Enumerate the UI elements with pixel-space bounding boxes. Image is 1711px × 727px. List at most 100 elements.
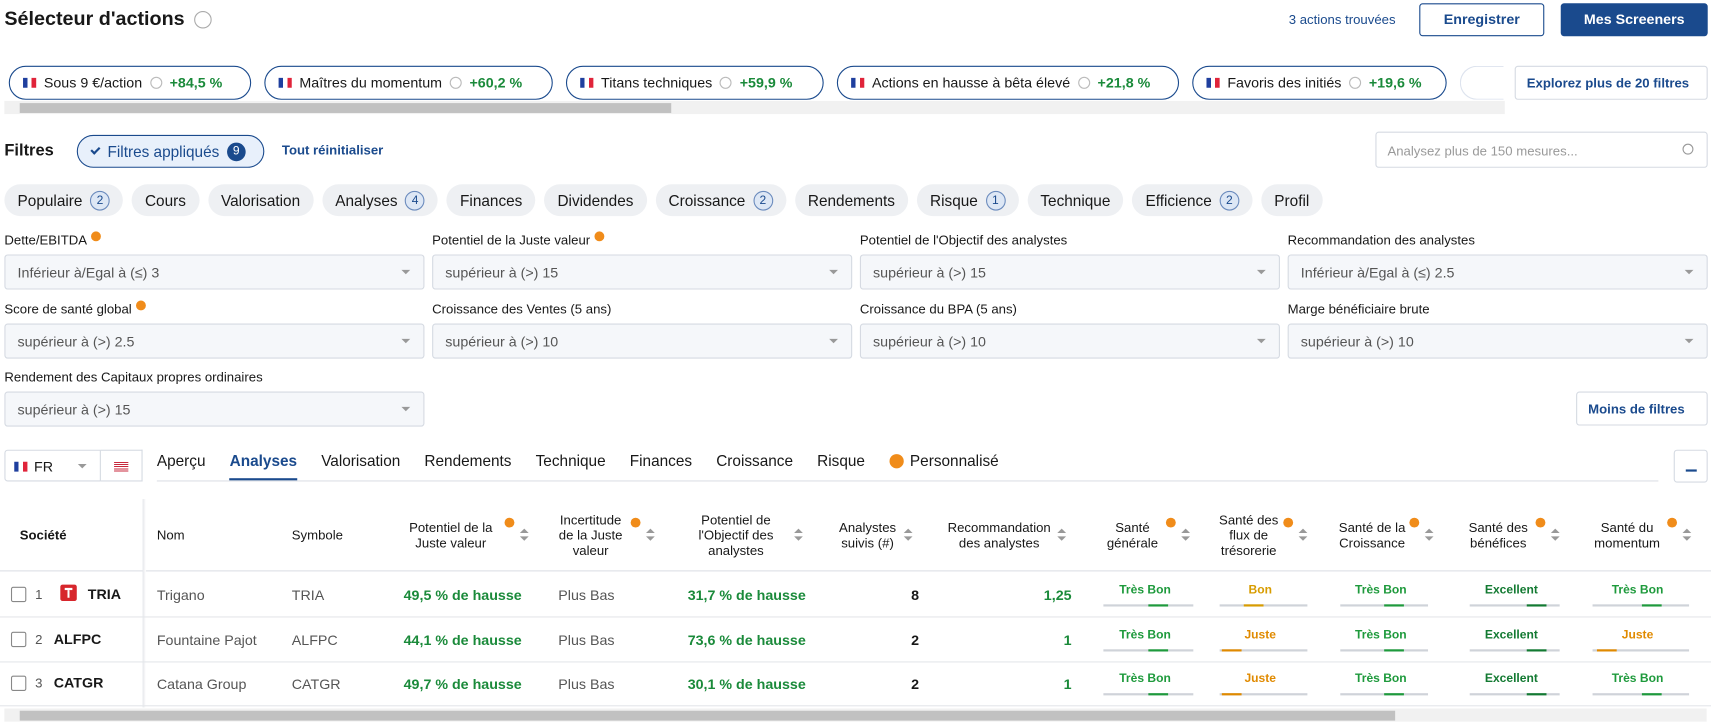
category-pill[interactable]: Populaire 2	[4, 184, 124, 217]
sort-arrows[interactable]	[645, 528, 655, 541]
column-label: Santé du momentum	[1594, 519, 1661, 551]
download-button[interactable]	[1673, 449, 1708, 483]
tab-row: Aperçu Analyses Valorisation Rendements Tech…	[157, 452, 999, 481]
preset-pill[interactable]: Titans techniques +59,9 %	[565, 65, 824, 100]
row-checkbox[interactable]	[10, 586, 27, 603]
tab[interactable]: Analyses	[229, 452, 298, 481]
column-header[interactable]: Potentiel de l'Objectif des analystes	[675, 499, 812, 570]
cell: 30,1 % de hausse	[687, 675, 806, 693]
criterion-select[interactable]: supérieur à (>) 10	[1287, 323, 1708, 359]
tab[interactable]: Risque	[817, 452, 865, 481]
criterion-value: supérieur à (>) 10	[873, 332, 987, 350]
sort-arrows[interactable]	[793, 528, 803, 541]
tab[interactable]: Aperçu	[157, 452, 206, 481]
category-pill[interactable]: Cours	[131, 184, 200, 217]
criterion-select[interactable]: Inférieur à/Egal à (≤) 3	[4, 254, 425, 290]
preset-info	[149, 76, 162, 89]
column-header[interactable]: Santé générale	[1097, 499, 1194, 570]
tab[interactable]: Croissance	[716, 452, 793, 481]
row-checkbox[interactable]	[10, 675, 27, 691]
column-label: Santé générale	[1106, 519, 1159, 551]
column-header[interactable]: Analystes suivis (#)	[828, 499, 921, 570]
criterion-select[interactable]: Inférieur à/Egal à (≤) 2.5	[1287, 254, 1708, 290]
column-header[interactable]: Santé des bénéfices	[1459, 499, 1563, 570]
row-line	[0, 660, 1711, 662]
category-pill[interactable]: Efficience 2	[1132, 184, 1253, 217]
criterion-value: Inférieur à/Egal à (≤) 2.5	[1300, 264, 1455, 281]
criterion-select[interactable]: supérieur à (>) 10	[859, 323, 1280, 359]
sort-arrows[interactable]	[1298, 528, 1307, 541]
health-fill	[1148, 693, 1169, 696]
category-name: Profil	[1274, 191, 1310, 209]
sort-arrows[interactable]	[1056, 528, 1066, 541]
criterion-select[interactable]: supérieur à (>) 15	[4, 391, 425, 427]
tab-label: Personnalisé	[909, 451, 999, 470]
sort-arrows[interactable]	[1550, 528, 1560, 541]
ticker[interactable]: TRIA	[87, 585, 122, 603]
screeners-button[interactable]: Mes Screeners	[1560, 3, 1708, 37]
market-select[interactable]: FR	[4, 449, 101, 482]
category-pill[interactable]: Analyses 4	[322, 184, 439, 217]
preset-pill[interactable]: Actions en hausse à bêta élevé +21,8 %	[836, 65, 1180, 100]
criterion-select[interactable]: supérieur à (>) 2.5	[4, 323, 425, 359]
reset-link[interactable]: Tout réinitialiser	[281, 142, 384, 158]
column-header[interactable]: Incertitude de la Juste valeur	[548, 499, 658, 570]
explore-button[interactable]: Explorez plus de 20 filtres	[1514, 65, 1708, 100]
column-header[interactable]: Santé de la Croissance	[1333, 499, 1437, 570]
category-pill[interactable]: Finances	[446, 184, 536, 217]
preset-pill[interactable]: Sous 9 €/action +84,5 %	[8, 65, 252, 100]
column-header[interactable]: Santé du momentum	[1585, 499, 1695, 570]
preset-pill[interactable]: Favoris des initiés +19,6 %	[1192, 65, 1447, 100]
tab[interactable]: Finances	[630, 452, 692, 481]
column-header[interactable]: Recommandation des analystes	[938, 499, 1075, 570]
health-fill	[1243, 604, 1264, 607]
category-pill[interactable]: Technique	[1027, 184, 1124, 217]
flag-fr	[851, 77, 865, 88]
criterion-select[interactable]: supérieur à (>) 15	[859, 254, 1280, 290]
sort-down	[903, 535, 912, 545]
search-box[interactable]: Analysez plus de 150 mesures...	[1375, 131, 1708, 168]
less-filters[interactable]: Moins de filtres	[1576, 391, 1708, 426]
health-rating: Excellent	[1484, 672, 1538, 686]
category-pill[interactable]: Profil	[1261, 184, 1323, 217]
applied-filters[interactable]: Filtres appliqués 9	[76, 134, 265, 168]
tab[interactable]: Personnalisé	[889, 452, 999, 481]
sort-arrows[interactable]	[1424, 528, 1433, 541]
select-caret	[1684, 269, 1694, 279]
tab[interactable]: Rendements	[424, 452, 511, 481]
criterion-text: Potentiel de l'Objectif des analystes	[859, 232, 1068, 248]
criterion-select[interactable]: supérieur à (>) 10	[432, 323, 853, 359]
category-pill[interactable]: Valorisation	[207, 184, 314, 217]
column-header[interactable]: Potentiel de la Juste valeur	[395, 499, 532, 570]
sort-arrows[interactable]	[1681, 528, 1691, 541]
flag-fr	[580, 77, 594, 88]
cell: Plus Bas	[558, 631, 615, 648]
sort-arrows[interactable]	[903, 528, 912, 541]
select-caret	[1256, 338, 1266, 347]
tab[interactable]: Technique	[536, 452, 606, 481]
save-button[interactable]: Enregistrer	[1419, 3, 1545, 37]
category-name: Risque	[930, 191, 978, 209]
flag-fr	[14, 461, 28, 472]
tab[interactable]: Valorisation	[321, 452, 400, 481]
cell: 73,6 % de hausse	[687, 631, 806, 648]
sort-down	[1180, 535, 1190, 545]
ticker[interactable]: ALFPC	[53, 630, 102, 647]
criterion-value: supérieur à (>) 2.5	[17, 332, 135, 350]
ticker[interactable]: CATGR	[53, 674, 104, 691]
criterion-text: Rendement des Capitaux propres ordinaire…	[4, 369, 263, 385]
sort-down	[793, 535, 803, 545]
category-pill[interactable]: Rendements	[794, 184, 909, 217]
criterion-select[interactable]: supérieur à (>) 15	[432, 254, 853, 290]
flag-us	[114, 461, 129, 472]
preset-pill[interactable]: Maîtres du momentum +60,2 %	[264, 65, 553, 100]
sort-arrows[interactable]	[1180, 528, 1190, 541]
category-pill[interactable]: Risque 1	[916, 184, 1019, 217]
sort-arrows[interactable]	[519, 528, 529, 541]
row-checkbox[interactable]	[10, 631, 27, 647]
us-button[interactable]	[100, 449, 143, 482]
column-header[interactable]: Santé des flux de trésorerie	[1212, 499, 1311, 570]
category-pill[interactable]: Croissance 2	[655, 184, 786, 217]
health-bar	[1592, 693, 1690, 696]
category-pill[interactable]: Dividendes	[544, 184, 647, 217]
